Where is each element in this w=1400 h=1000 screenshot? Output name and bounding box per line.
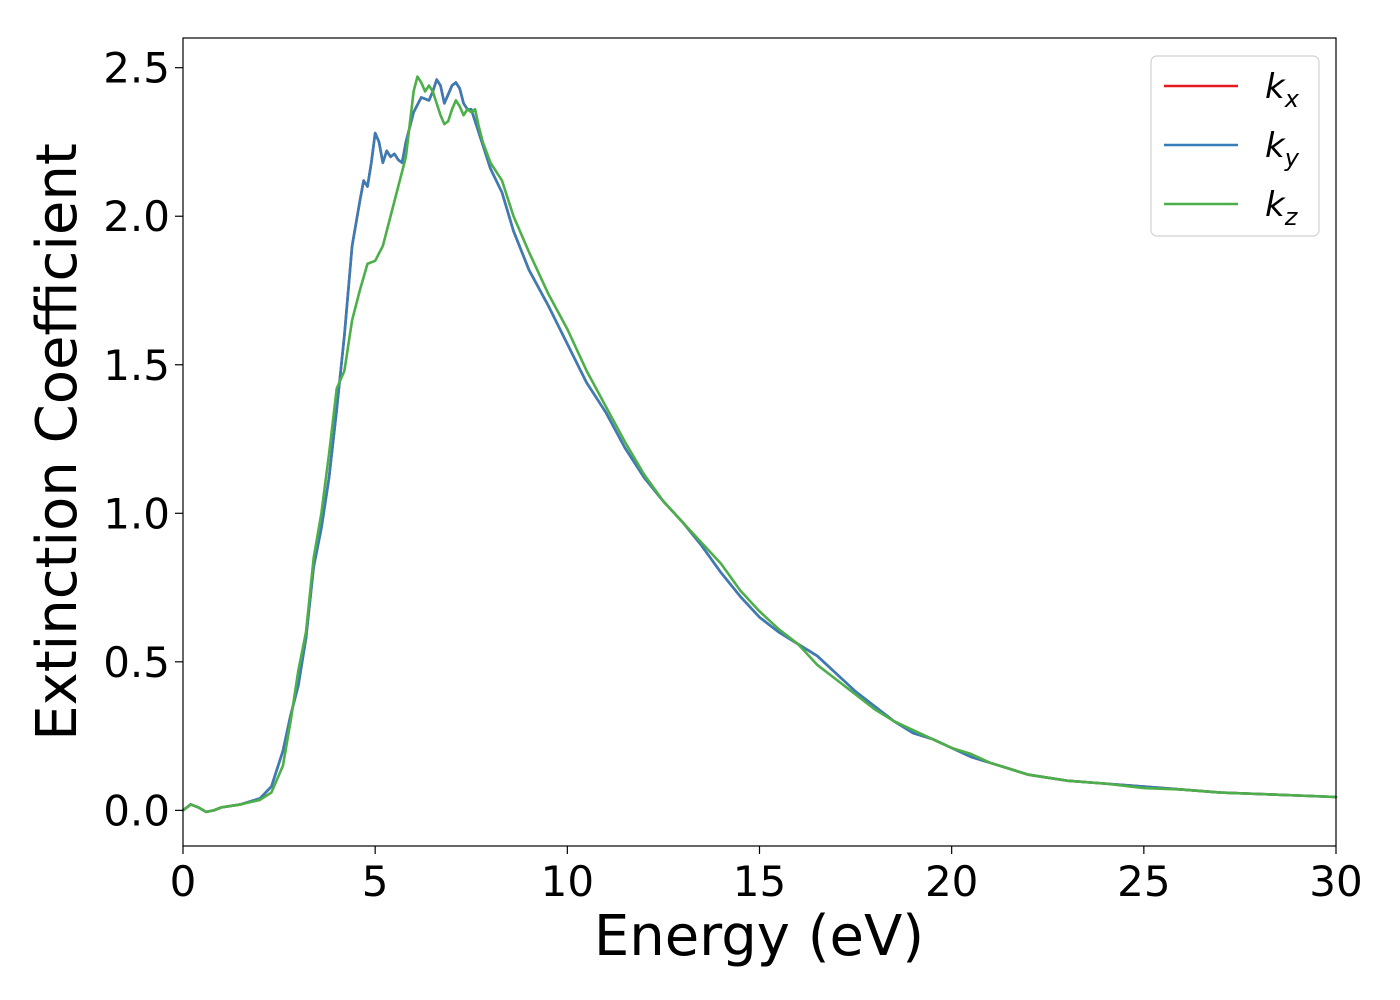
x-tick-label: 25 [1117,857,1170,906]
y-tick-label: 0.0 [103,786,170,835]
y-axis: 0.0 0.5 1.0 1.5 2.0 2.5 [103,44,183,835]
x-tick-label: 30 [1309,857,1362,906]
x-tick-label: 10 [541,857,594,906]
plot-area [183,38,1336,846]
y-tick-label: 2.0 [103,192,170,241]
x-tick-label: 15 [733,857,786,906]
y-tick-label: 1.5 [103,341,170,390]
legend-label-z: kz [1265,185,1299,231]
x-axis: 0 5 10 15 20 25 30 [170,846,1363,906]
series-layer [181,75,1338,814]
y-tick-label: 2.5 [103,44,170,93]
x-tick-label: 20 [925,857,978,906]
series-line-y [181,78,1338,814]
series-line-z [181,75,1338,814]
x-tick-label: 0 [170,857,197,906]
x-axis-label: Energy (eV) [594,904,924,969]
y-tick-label: 0.5 [103,638,170,687]
legend: kx ky kz [1150,55,1320,237]
y-axis-label: Extinction Coefficient [25,143,90,741]
legend-label-x: kx [1265,67,1300,113]
x-tick-label: 5 [362,857,389,906]
legend-label-y: ky [1265,126,1300,172]
y-tick-label: 1.0 [103,489,170,538]
